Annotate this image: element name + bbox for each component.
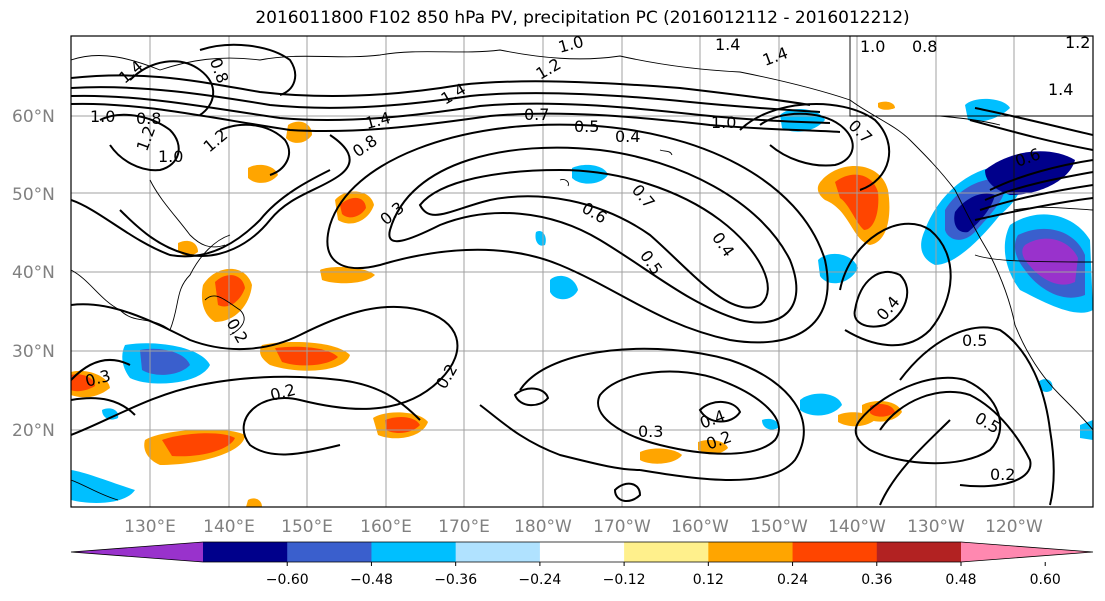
lat-label: 20°N (12, 421, 55, 441)
contour-label: 1.0 (158, 147, 183, 166)
colorbar: −0.60 −0.48 −0.36 −0.24 −0.12 0.12 0.24 0.36 0.4… (70, 541, 1094, 588)
colorbar-segment (876, 542, 962, 562)
colorbar-tick-label: −0.36 (434, 572, 477, 588)
precip-neg-patch (550, 275, 578, 300)
contour-label: 1.0 (711, 113, 736, 132)
map-frame (70, 35, 1094, 508)
map-title: 2016011800 F102 850 hPa PV, precipitatio… (255, 8, 910, 28)
precip-pos-patch (320, 267, 375, 284)
latitude-labels: 60°N 50°N 40°N 30°N 20°N (12, 107, 55, 441)
pv-contours (71, 43, 1093, 506)
colorbar-tick-label: −0.24 (518, 572, 561, 588)
lon-label: 130°E (124, 517, 176, 537)
precip-neg-patch (140, 348, 190, 375)
precip-neg-patch (572, 164, 608, 184)
contour-label: 0.2 (990, 465, 1015, 484)
precip-pos-patch (340, 197, 366, 218)
lon-label: 160°W (671, 517, 729, 537)
map-panel: 1.4 1.4 1.4 1.0 0.8 1.2 1.0 0.8 1.2 1.4 … (71, 32, 1093, 507)
colorbar-segment (203, 542, 288, 562)
colorbar-extend-min (71, 542, 203, 562)
lat-label: 50°N (12, 185, 55, 205)
lon-label: 160°E (360, 517, 412, 537)
lon-label: 170°W (593, 517, 651, 537)
precip-pos-patch (878, 101, 895, 110)
lat-label: 30°N (12, 342, 55, 362)
contour-label: 0.5 (574, 117, 599, 136)
contour-label: 1.0 (860, 37, 885, 56)
contour-label: 1.0 (90, 107, 115, 126)
contour-label: 1.4 (715, 35, 740, 54)
colorbar-segment (539, 542, 625, 562)
colorbar-segment (371, 542, 457, 562)
precip-pos-patch (246, 498, 262, 507)
colorbar-segment (455, 542, 541, 562)
precip-pos-patch (71, 374, 95, 392)
colorbar-tick-label: 0.60 (1030, 572, 1061, 588)
precip-pos-patch (385, 417, 420, 433)
precip-pos-patch (178, 240, 198, 256)
contour-label: 0.3 (638, 422, 663, 441)
precip-neg-patch (800, 393, 842, 416)
coastlines (71, 36, 1093, 501)
colorbar-segment (624, 542, 709, 562)
lon-label: 130°W (907, 517, 965, 537)
colorbar-tick-label: −0.48 (350, 572, 393, 588)
colorbar-segment (792, 542, 878, 562)
precip-neg-patch (71, 470, 135, 503)
colorbar-tick-label: 0.12 (693, 572, 724, 588)
lat-label: 60°N (12, 107, 55, 127)
contour-label: 1.0 (556, 32, 586, 57)
lon-label: 120°W (985, 517, 1043, 537)
precip-neg-patch (954, 193, 995, 233)
colorbar-tick-label: 0.48 (945, 572, 976, 588)
lat-label: 40°N (12, 263, 55, 283)
colorbar-tick-label: −0.60 (266, 572, 309, 588)
lon-label: 180°W (514, 517, 572, 537)
contour-label: 0.8 (136, 109, 161, 128)
contour-label: 0.8 (912, 37, 937, 56)
colorbar-outline (70, 541, 1094, 563)
colorbar-tick-label: −0.12 (603, 572, 646, 588)
precip-pos-patch (162, 433, 235, 457)
precip-pos-patch (286, 121, 312, 143)
colorbar-extend-max (961, 542, 1093, 562)
colorbar-tick-label: 0.24 (777, 572, 808, 588)
contour-label: 1.4 (1048, 80, 1073, 99)
contour-label: 0.7 (524, 105, 549, 124)
longitude-labels: 130°E 140°E 150°E 160°E 170°E 180°W 170°… (124, 517, 1043, 537)
colorbar-tick-label: 0.36 (861, 572, 892, 588)
lon-label: 170°E (438, 517, 490, 537)
precip-pos-patch (248, 164, 278, 183)
lon-label: 150°W (750, 517, 808, 537)
precip-pos-patch (698, 440, 728, 455)
lon-label: 140°W (828, 517, 886, 537)
precip-pos-patch (640, 448, 682, 464)
colorbar-segment (708, 542, 794, 562)
precip-pos-patch (870, 404, 895, 417)
lon-label: 140°E (203, 517, 255, 537)
contour-label: 0.4 (615, 127, 640, 146)
precip-neg-patch (762, 418, 779, 430)
lon-label: 150°E (281, 517, 333, 537)
contour-label: 1.2 (1065, 33, 1090, 52)
contour-label: 0.5 (962, 331, 987, 350)
colorbar-segment (287, 542, 372, 562)
